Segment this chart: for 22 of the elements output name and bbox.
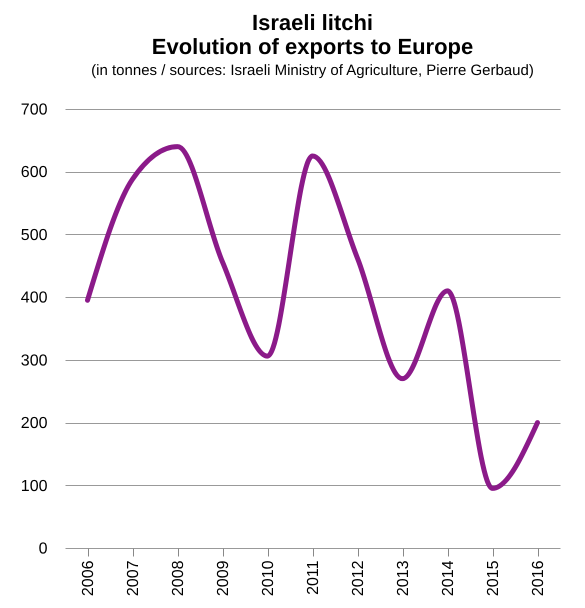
y-tick-label: 600	[20, 164, 48, 182]
x-tick-label: 2006	[80, 560, 97, 596]
x-tick-label: 2008	[170, 560, 187, 596]
y-tick-label: 400	[20, 290, 48, 307]
y-tick-label: 200	[20, 415, 48, 432]
y-tick-label: 100	[20, 478, 48, 495]
x-tick-label: 2010	[260, 560, 277, 596]
x-tick-label: 2009	[215, 560, 232, 596]
x-tick-label: 2016	[530, 560, 547, 596]
x-tick-label: 2007	[125, 560, 142, 596]
y-tick-label: 500	[20, 226, 48, 244]
text: Israeli litchi	[252, 10, 374, 35]
x-tick-label: 2012	[350, 560, 367, 596]
x-tick-label: 2013	[395, 560, 412, 596]
text: Evolution of exports to Europe	[152, 34, 474, 59]
x-tick-label: 2014	[440, 560, 457, 596]
y-tick-label: 0	[38, 540, 48, 558]
y-tick-label: 300	[20, 352, 48, 370]
chart-subtitle: (in tonnes / sources: Israeli Ministry of Agriculture, Pierre Gerbaud)	[91, 62, 534, 79]
x-tick-label: 2011	[305, 560, 322, 595]
x-tick-label: 2015	[485, 560, 502, 596]
y-tick-label: 700	[20, 102, 48, 118]
